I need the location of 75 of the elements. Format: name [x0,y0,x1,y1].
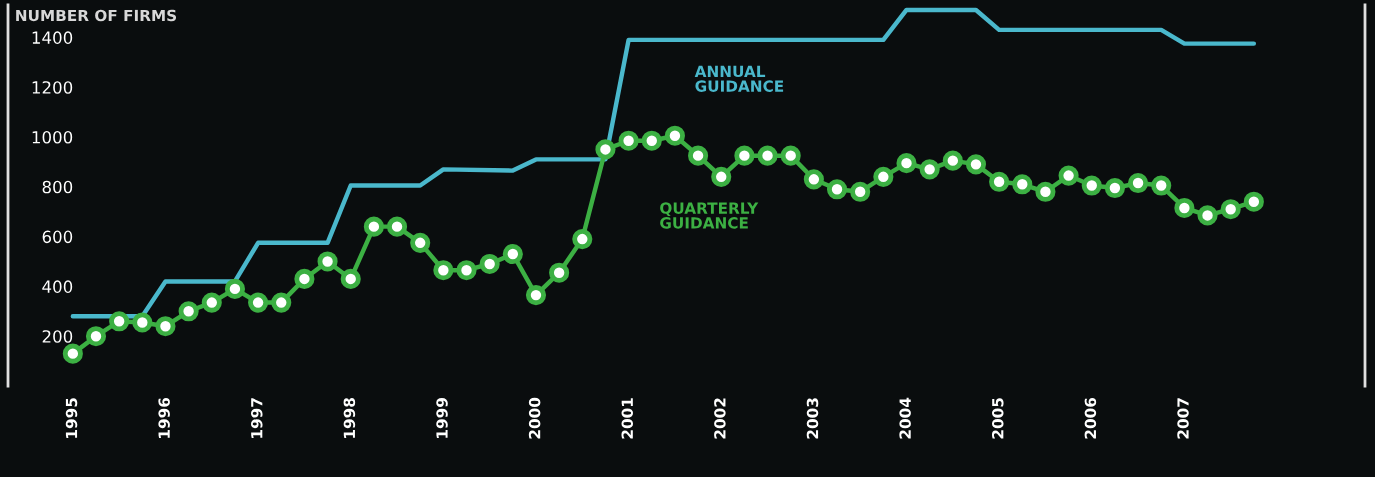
point [85,326,107,347]
point [734,145,755,166]
point [618,130,639,151]
point [525,285,547,306]
y-tick-label: 400 [42,280,73,293]
y-tick-label: 1200 [32,81,73,94]
point [363,216,384,237]
point [340,268,361,289]
point [433,260,454,281]
point [224,278,246,299]
point [595,139,616,160]
point [271,292,292,313]
x-tick-label: 2005 [992,398,1004,439]
x-tick-label: 1995 [65,398,78,438]
point [1127,172,1149,194]
y-tick-label: 800 [42,180,73,194]
point [803,169,824,190]
point [294,268,315,289]
point [850,181,871,202]
point [1243,191,1264,212]
y-tick-label: 1000 [32,130,73,144]
y-axis-title: NUMBER OF FIRMS [16,9,177,22]
point [989,171,1010,192]
point [942,150,963,171]
point [873,166,894,187]
point [155,316,176,337]
series-label: ANNUAL GUIDANCE [694,65,784,92]
point [1058,165,1079,186]
point [1197,205,1218,226]
point [919,159,940,180]
x-tick-label: 1996 [158,397,170,438]
x-tick-label: 2001 [621,398,634,439]
x-tick-label: 2003 [806,398,819,439]
x-tick-label: 2002 [714,398,726,439]
point [410,232,431,253]
point [317,251,338,272]
x-tick-label: 2006 [1084,397,1097,439]
point [1174,197,1195,219]
x-tick-label: 1998 [343,398,356,438]
point [479,253,500,275]
point [549,262,570,283]
point [572,229,593,250]
point [248,292,269,313]
point [178,301,199,322]
x-tick-label: 1997 [250,398,263,438]
point [1035,181,1056,202]
point [896,153,917,174]
y-tick-label: 600 [42,230,73,244]
point [132,312,153,333]
point [456,260,477,281]
y-tick-label: 200 [42,330,73,343]
x-tick-label: 1999 [436,398,448,438]
point [965,154,987,175]
point [1012,174,1033,195]
point [386,216,408,237]
point [1220,199,1241,220]
point [688,145,709,166]
point [1081,175,1102,196]
x-tick-label: 2000 [528,397,541,439]
text: QUARTERLY GUIDANCE [660,202,759,229]
point [1151,175,1172,196]
point [664,125,685,146]
point [201,292,222,313]
point [641,130,662,151]
point [109,311,130,332]
point [780,145,801,166]
x-tick-label: 2007 [1177,398,1189,439]
y-tick-label: 1400 [32,31,73,44]
point [757,145,778,166]
point [711,166,732,187]
point [62,343,83,364]
point [1104,177,1125,199]
point [502,243,523,265]
point [826,179,848,200]
x-tick-label: 2004 [899,397,911,439]
